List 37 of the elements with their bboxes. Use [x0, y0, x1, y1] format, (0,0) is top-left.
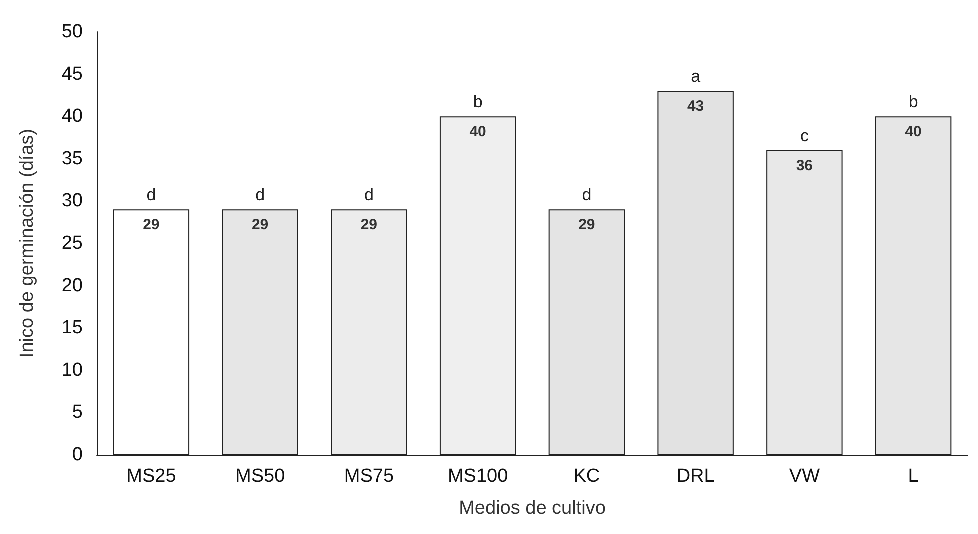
- annotation: d: [146, 186, 156, 205]
- data-label: 29: [252, 216, 269, 234]
- annotation: a: [691, 67, 702, 86]
- y-tick-label: 40: [62, 106, 83, 128]
- x-tick-label: MS50: [235, 466, 286, 487]
- x-tick-label: MS100: [448, 466, 508, 487]
- y-tick-label: 50: [62, 22, 83, 42]
- annotation: b: [473, 92, 483, 112]
- y-tick-label: 30: [62, 190, 83, 212]
- y-axis-title: Inico de germinación (días): [17, 128, 38, 358]
- data-label: 29: [360, 216, 378, 234]
- y-tick-label: 15: [62, 318, 83, 339]
- x-axis-title: Medios de cultivo: [459, 498, 606, 519]
- y-tick-label: 10: [62, 360, 83, 381]
- x-tick-label: VW: [789, 466, 820, 487]
- annotation: d: [582, 186, 592, 205]
- y-tick-label: 20: [62, 275, 83, 296]
- data-label: 43: [687, 98, 704, 116]
- y-tick-label: 5: [72, 402, 83, 424]
- annotation: d: [364, 186, 374, 205]
- y-tick-label: 45: [62, 64, 83, 85]
- data-label: 40: [905, 124, 922, 141]
- data-label: 29: [143, 216, 160, 234]
- x-tick-label: DRL: [676, 466, 715, 487]
- annotation: b: [908, 92, 918, 112]
- y-tick-label: 25: [62, 233, 83, 254]
- annotation: d: [256, 186, 266, 205]
- x-tick-label: L: [908, 466, 919, 487]
- data-label: 40: [470, 124, 486, 141]
- y-tick-label: 35: [62, 148, 83, 170]
- x-tick-label: MS25: [126, 466, 176, 487]
- x-tick-label: MS75: [344, 466, 394, 487]
- data-label: 29: [578, 216, 596, 234]
- y-tick-label: 0: [72, 444, 83, 466]
- annotation: c: [800, 126, 810, 146]
- x-tick-label: KC: [574, 466, 600, 487]
- data-label: 36: [796, 157, 814, 174]
